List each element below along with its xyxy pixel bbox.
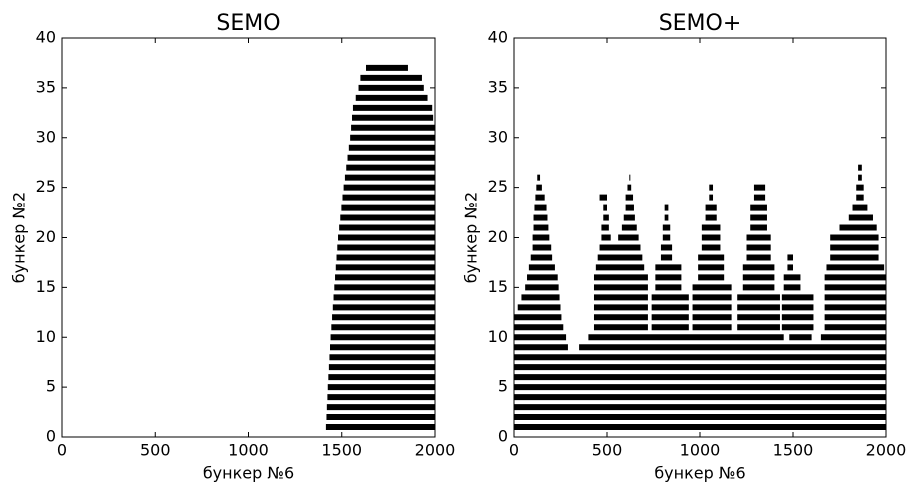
y-tick-label: 30 (36, 127, 56, 146)
x-tick-label: 1500 (773, 441, 814, 460)
x-tick-label: 0 (509, 441, 519, 460)
y-axis-label: бункер №2 (462, 192, 481, 283)
y-tick-label: 20 (36, 227, 56, 246)
y-tick-label: 40 (488, 28, 508, 47)
x-tick-label: 500 (592, 441, 623, 460)
x-tick-label: 500 (140, 441, 171, 460)
y-tick-label: 40 (36, 28, 56, 47)
y-tick-label: 0 (46, 427, 56, 446)
y-tick-label: 30 (488, 127, 508, 146)
marks (325, 64, 435, 431)
y-tick-label: 25 (488, 177, 508, 196)
x-tick-label: 2000 (415, 441, 456, 460)
y-tick-label: 10 (488, 327, 508, 346)
y-tick-label: 25 (36, 177, 56, 196)
y-tick-label: 35 (488, 77, 508, 96)
y-axis-label: бункер №2 (10, 192, 29, 283)
y-tick-label: 20 (488, 227, 508, 246)
y-tick-label: 15 (36, 277, 56, 296)
y-tick-label: 5 (46, 377, 56, 396)
chart-title: SEMO (216, 11, 280, 36)
x-tick-label: 1000 (228, 441, 269, 460)
x-axis-label: бункер №6 (654, 464, 745, 483)
y-tick-label: 35 (36, 77, 56, 96)
y-tick-label: 15 (488, 277, 508, 296)
y-tick-label: 10 (36, 327, 56, 346)
marks (514, 164, 886, 431)
y-tick-label: 0 (498, 427, 508, 446)
plot: 0 500 1000 1500 2000 0 5 10 15 20 25 30 35 40 SEMO+ бун… (462, 11, 907, 483)
y-tick-label: 5 (498, 377, 508, 396)
x-tick-label: 0 (57, 441, 67, 460)
chart-title: SEMO+ (659, 11, 742, 36)
x-tick-label: 1000 (680, 441, 721, 460)
x-tick-label: 1500 (321, 441, 362, 460)
x-tick-label: 2000 (866, 441, 907, 460)
plot: 0 500 1000 1500 2000 0 5 10 15 20 25 30 35 40 SEMO бунк… (10, 11, 456, 483)
x-axis-label: бункер №6 (203, 464, 294, 483)
